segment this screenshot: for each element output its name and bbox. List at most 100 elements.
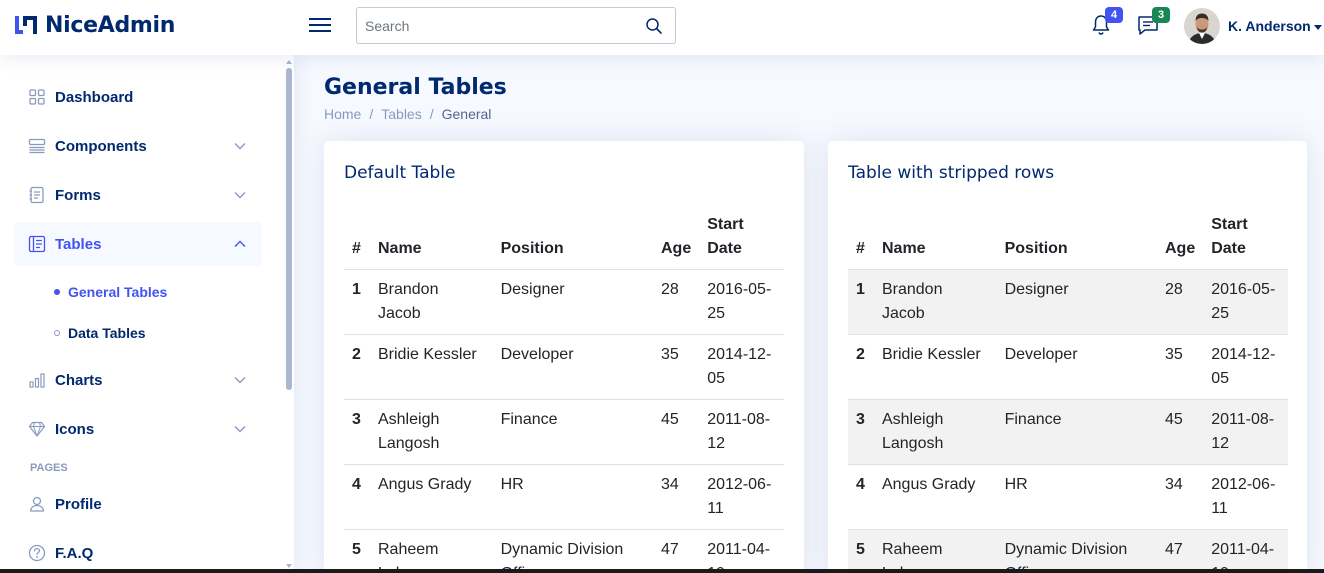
chevron-down-icon: [234, 143, 246, 150]
table-cell: Finance: [492, 399, 653, 465]
column-header: Age: [1156, 213, 1204, 270]
column-header: Position: [996, 213, 1157, 270]
table-cell: 45: [652, 399, 700, 465]
table-cell: 47: [652, 529, 700, 573]
sidebar-item-components[interactable]: Components: [14, 124, 262, 168]
table-cell: 2: [344, 334, 370, 400]
breadcrumb-tables-link[interactable]: Tables: [381, 106, 422, 122]
table-cell: 35: [652, 334, 700, 400]
sidebar-item-faq[interactable]: F.A.Q: [14, 531, 262, 573]
sidebar-subitem-general-tables[interactable]: General Tables: [54, 282, 167, 302]
chevron-down-icon: [234, 192, 246, 199]
table-cell: 3: [848, 399, 874, 465]
table-cell: Brandon Jacob: [873, 269, 997, 335]
table-cell: Raheem Lehner: [873, 529, 997, 573]
person-icon: [29, 496, 45, 512]
top-header: NiceAdmin 4 3: [0, 0, 1324, 55]
table-cell: 28: [652, 269, 700, 335]
sidebar-section-heading: Pages: [30, 462, 68, 474]
table-cell: 4: [848, 464, 874, 530]
sidebar-item-charts[interactable]: Charts: [14, 358, 262, 402]
table-cell: 2: [848, 334, 874, 400]
grid-icon: [29, 89, 45, 105]
scrollbar-thumb[interactable]: [286, 68, 292, 390]
sidebar: Dashboard Components Forms: [0, 55, 294, 573]
table-cell: Designer: [492, 269, 653, 335]
menu-button-icon: [28, 138, 46, 154]
sidebar-item-dashboard[interactable]: Dashboard: [14, 75, 262, 119]
active-dot-icon: [54, 289, 60, 295]
chevron-up-icon: [234, 240, 246, 247]
table-cell: 1: [344, 269, 370, 335]
table-row: 5 Raheem Lehner Dynamic Division Officer…: [344, 529, 784, 573]
card-title: Default Table: [344, 163, 456, 183]
question-circle-icon: [28, 544, 46, 562]
window-bottom-edge: [0, 569, 1324, 573]
sidebar-subitem-label: General Tables: [68, 284, 168, 300]
table-cell: 2011-08-12: [1203, 399, 1288, 465]
table-cell: 2014-12-05: [1203, 334, 1288, 400]
search-input[interactable]: [357, 8, 637, 43]
table-header-row: # Name Position Age Start Date: [848, 213, 1288, 270]
table-cell: Developer: [996, 334, 1157, 400]
sidebar-item-icons[interactable]: Icons: [14, 407, 262, 451]
striped-table: # Name Position Age Start Date 1 Brandon…: [848, 213, 1288, 573]
page-title: General Tables: [324, 75, 507, 100]
table-row: 2 Bridie Kessler Developer 35 2014-12-05: [344, 334, 784, 400]
striped-table-card: Table with stripped rows # Name Position…: [828, 141, 1307, 573]
toggle-sidebar-button[interactable]: [308, 14, 332, 36]
table-cell: Ashleigh Langosh: [369, 399, 493, 465]
table-cell: Developer: [492, 334, 653, 400]
table-header-row: # Name Position Age Start Date: [344, 213, 784, 270]
card-title: Table with stripped rows: [848, 163, 1055, 183]
messages-count-badge: 3: [1152, 7, 1170, 23]
search-bar: [356, 7, 676, 44]
sidebar-subitem-data-tables[interactable]: Data Tables: [54, 323, 146, 343]
sidebar-item-label: F.A.Q: [55, 544, 94, 562]
table-cell: Bridie Kessler: [873, 334, 997, 400]
notifications-button[interactable]: 4: [1089, 7, 1123, 39]
sidebar-item-tables[interactable]: Tables: [14, 222, 262, 266]
table-cell: 2011-04-19: [1203, 529, 1288, 573]
avatar-image-icon: [1184, 8, 1220, 44]
table-cell: 4: [344, 464, 370, 530]
table-cell: 2016-05-25: [699, 269, 784, 335]
profile-name: K. Anderson: [1228, 18, 1311, 34]
table-cell: Finance: [996, 399, 1157, 465]
scroll-down-arrow-icon[interactable]: [286, 564, 292, 568]
bar-chart-icon: [29, 373, 45, 388]
column-header: Start Date: [1203, 213, 1288, 270]
table-row: 3 Ashleigh Langosh Finance 45 2011-08-12: [848, 399, 1288, 465]
table-cell: 2011-04-19: [699, 529, 784, 573]
search-icon[interactable]: [645, 17, 663, 35]
table-cell: 1: [848, 269, 874, 335]
table-cell: 5: [344, 529, 370, 573]
circle-icon: [54, 330, 60, 336]
hamburger-line: [309, 30, 331, 32]
table-cell: Dynamic Division Officer: [996, 529, 1157, 573]
table-cell: Brandon Jacob: [369, 269, 493, 335]
table-cell: Angus Grady: [369, 464, 493, 530]
table-row: 4 Angus Grady HR 34 2012-06-11: [848, 464, 1288, 530]
column-header: Name: [873, 213, 997, 270]
table-cell: 2016-05-25: [1203, 269, 1288, 335]
messages-button[interactable]: 3: [1136, 7, 1170, 39]
sidebar-item-forms[interactable]: Forms: [14, 173, 262, 217]
table-cell: 2011-08-12: [699, 399, 784, 465]
sidebar-scrollbar[interactable]: [285, 60, 293, 568]
sidebar-item-label: Profile: [55, 495, 102, 513]
logo[interactable]: NiceAdmin: [13, 11, 175, 39]
profile-dropdown[interactable]: K. Anderson: [1184, 8, 1322, 44]
table-cell: Dynamic Division Officer: [492, 529, 653, 573]
breadcrumb-current: General: [441, 106, 492, 122]
breadcrumb-home-link[interactable]: Home: [324, 106, 362, 122]
table-cell: Raheem Lehner: [369, 529, 493, 573]
table-cell: 2012-06-11: [699, 464, 784, 530]
scroll-up-arrow-icon[interactable]: [286, 60, 292, 64]
gem-icon: [28, 421, 46, 437]
sidebar-item-label: Icons: [55, 420, 95, 438]
column-header: Start Date: [699, 213, 784, 270]
logo-text: NiceAdmin: [45, 12, 176, 38]
sidebar-item-profile[interactable]: Profile: [14, 482, 262, 526]
table-cell: 2012-06-11: [1203, 464, 1288, 530]
